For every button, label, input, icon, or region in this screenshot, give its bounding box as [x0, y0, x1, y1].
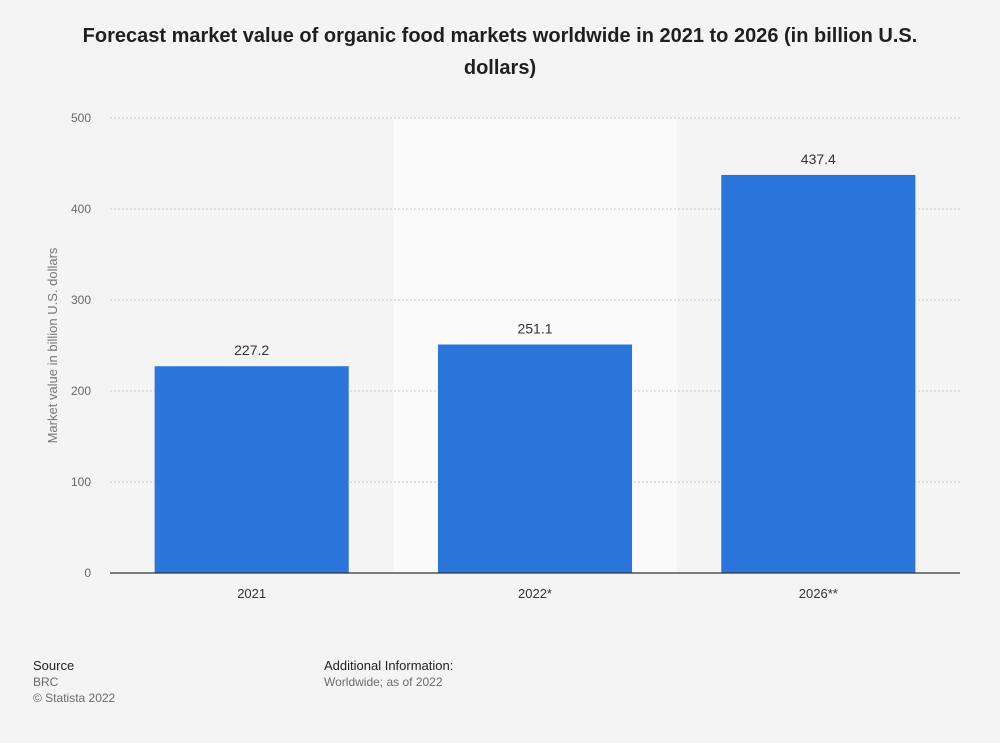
bar-chart: 0 100 200 300 400 500 227.2 2021 251.1 2022* 437.4… [45, 111, 960, 601]
x-tick-label: 2021 [237, 586, 266, 601]
additional-info-block: Additional Information: Worldwide; as of… [324, 658, 453, 690]
copyright-text: © Statista 2022 [33, 691, 116, 705]
y-tick-label: 0 [84, 566, 91, 580]
y-axis-title: Market value in billion U.S. dollars [45, 247, 60, 443]
y-tick-label: 200 [71, 384, 91, 398]
y-tick-label: 400 [71, 202, 91, 216]
data-label: 437.4 [801, 151, 836, 167]
source-heading: Source [33, 658, 75, 673]
y-tick-label: 500 [71, 111, 91, 125]
bar [437, 344, 633, 573]
y-tick-label: 100 [71, 475, 91, 489]
bar [154, 366, 349, 573]
bar [721, 174, 916, 573]
data-label: 251.1 [517, 320, 552, 336]
source-block: Source BRC © Statista 2022 [33, 658, 115, 706]
x-tick-label: 2026** [799, 586, 838, 601]
y-tick-label: 300 [71, 293, 91, 307]
data-label: 227.2 [234, 342, 269, 358]
source-name: BRC [33, 675, 59, 689]
additional-info-heading: Additional Information: [324, 658, 454, 673]
chart-title: Forecast market value of organic food ma… [82, 25, 918, 79]
additional-info-text: Worldwide; as of 2022 [324, 675, 443, 689]
x-tick-label: 2022* [518, 586, 552, 601]
